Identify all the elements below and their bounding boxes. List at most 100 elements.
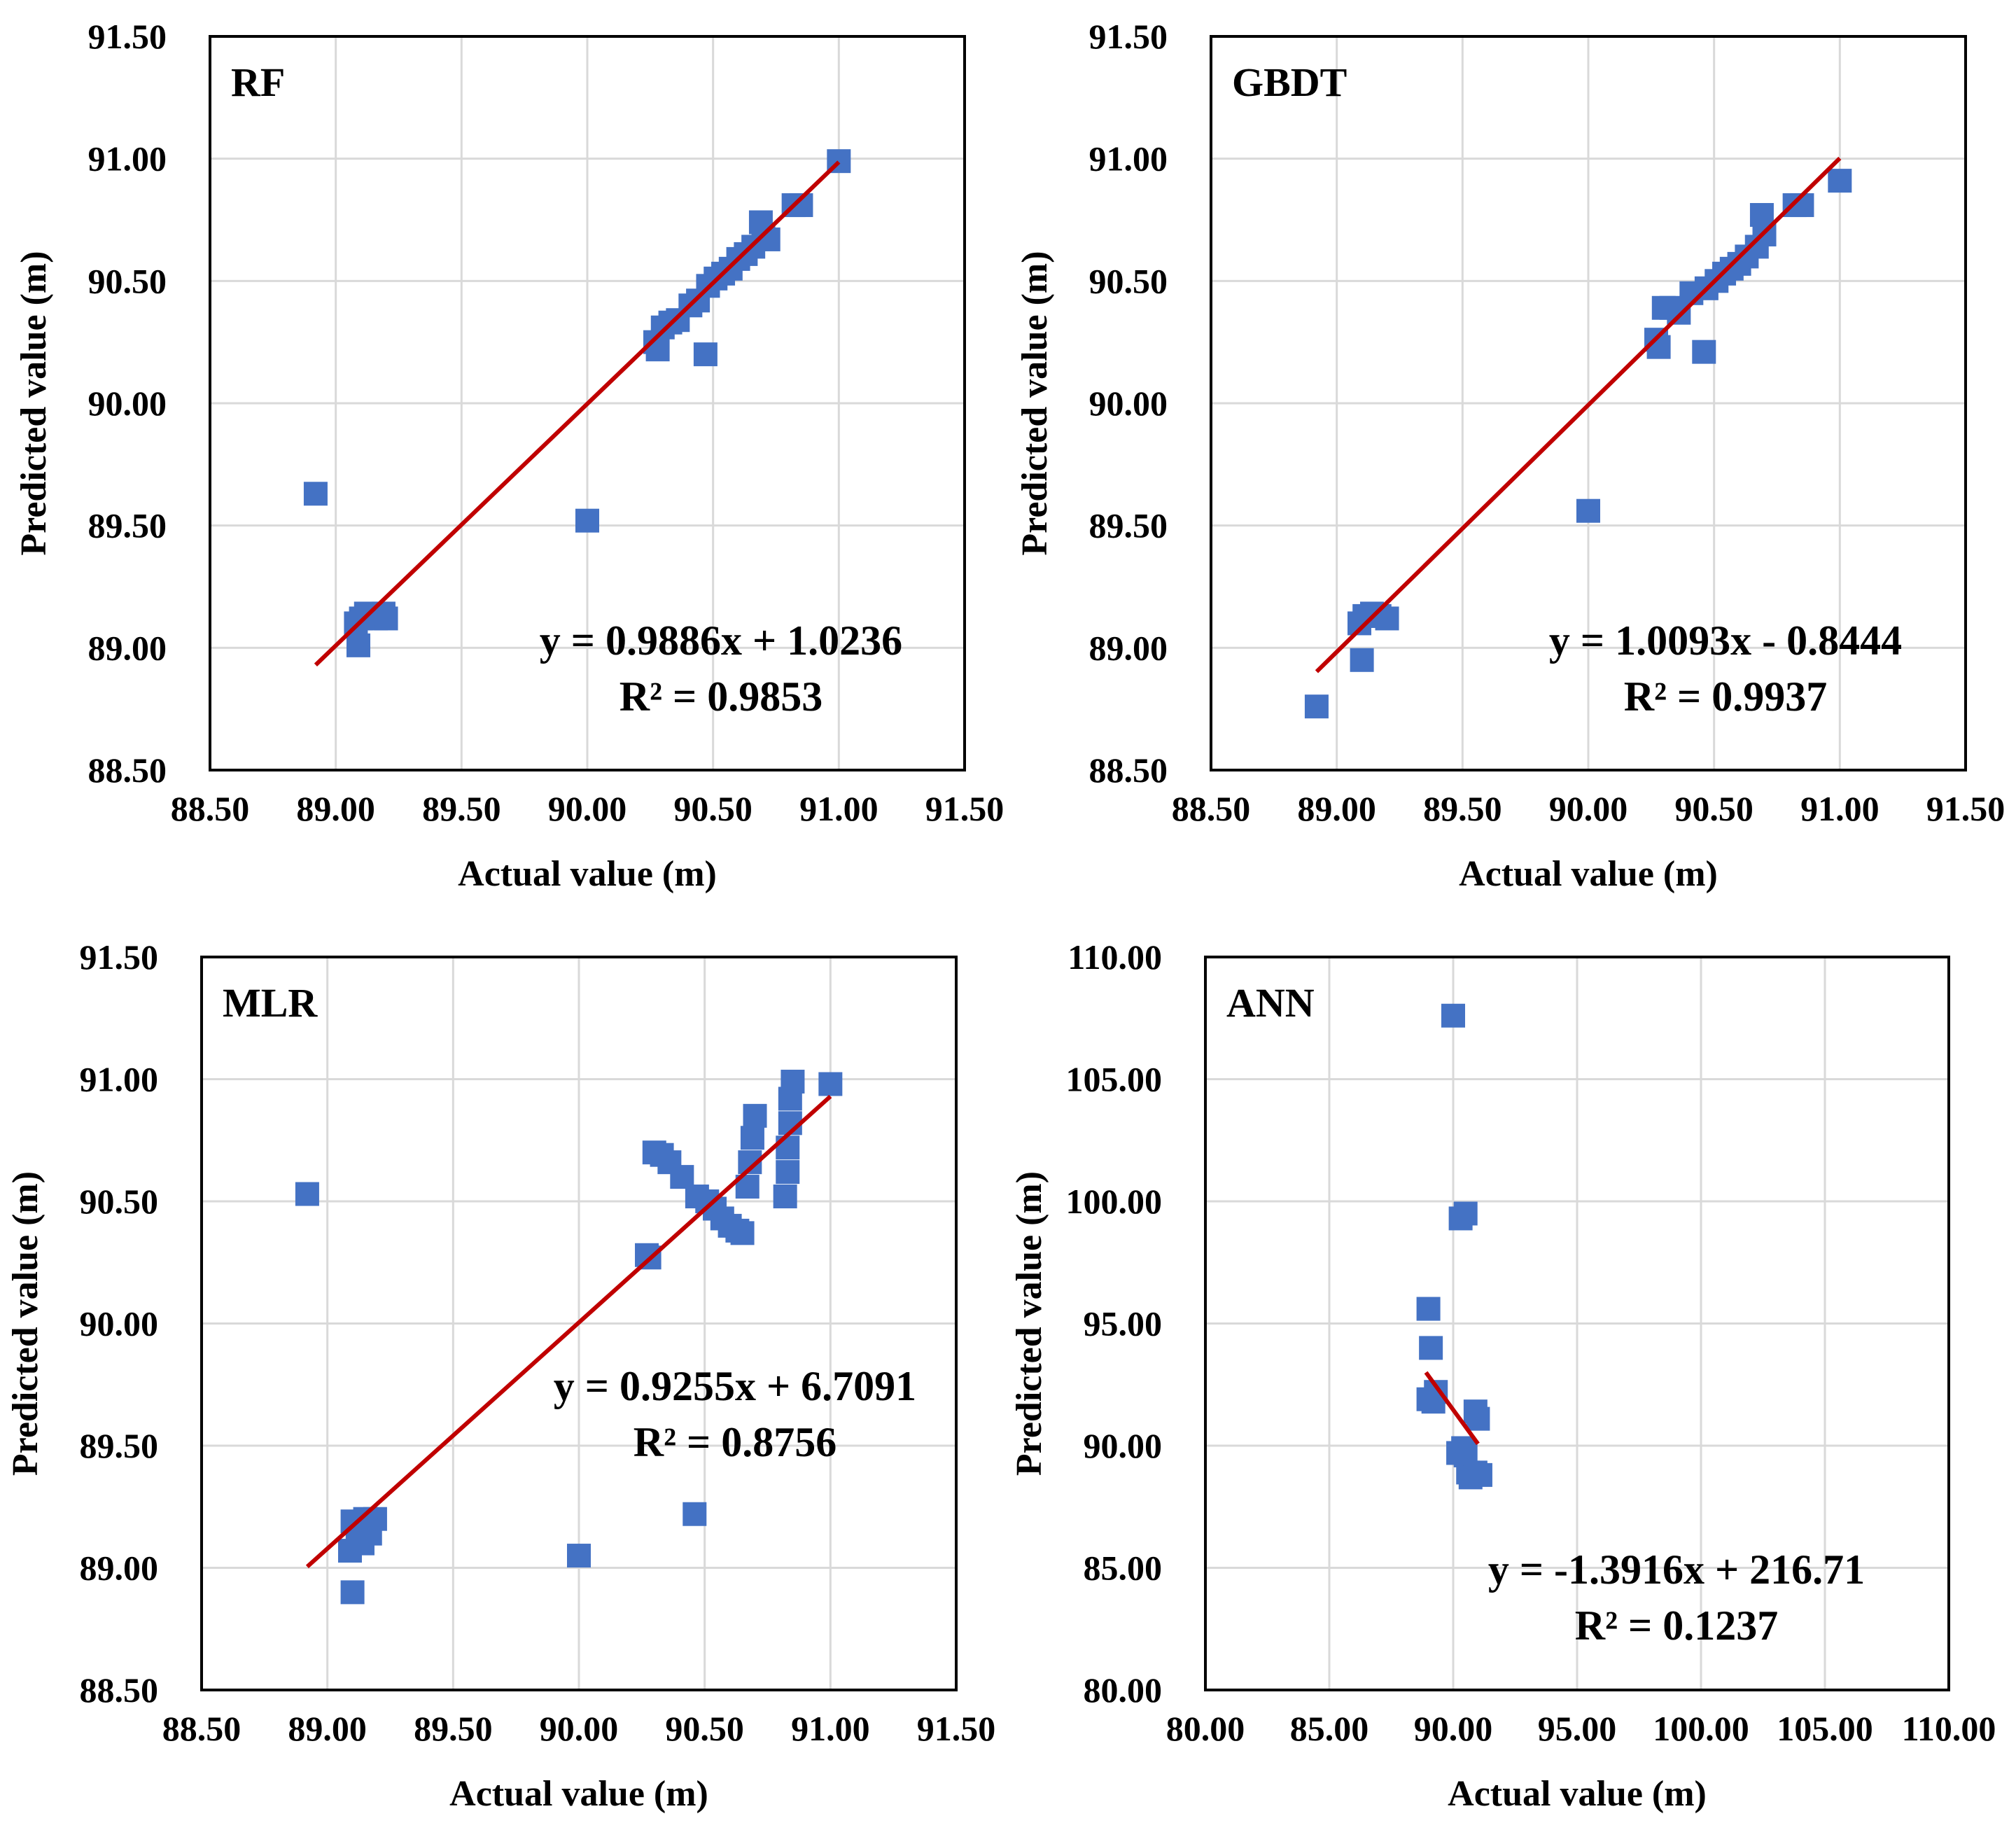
gbdt-x-tick-label: 89.50 (1423, 789, 1502, 828)
panel-gbdt: 88.50 89.00 89.50 90.00 90.50 91.00 91.50 88.50… (1015, 17, 2005, 894)
ann-y-tick-label: 100.00 (1066, 1182, 1163, 1221)
ann-data-point (1468, 1462, 1492, 1487)
gbdt-data-point (1828, 169, 1852, 193)
mlr-y-tick-label: 89.00 (80, 1549, 159, 1588)
mlr-trendline (305, 1094, 832, 1569)
ann-x-tick-label: 85.00 (1290, 1709, 1369, 1748)
ann-x-tick-label: 100.00 (1653, 1709, 1749, 1748)
rf-x-tick-label: 89.50 (422, 789, 501, 828)
mlr-plot-frame (200, 956, 958, 1691)
gbdt-x-tick-label: 90.00 (1549, 789, 1628, 828)
rf-y-tick-label: 88.50 (88, 750, 167, 790)
gbdt-y-tick-label: 90.50 (1089, 261, 1168, 300)
rf-plot-frame (209, 35, 966, 771)
gbdt-panel-title: GBDT (1232, 60, 1347, 105)
rf-x-tick-label: 89.00 (296, 789, 375, 828)
ann-data-point (1441, 1003, 1465, 1028)
ann-plot-frame (1204, 956, 1950, 1691)
rf-panel-title: RF (231, 60, 285, 105)
mlr-y-tick-label: 91.00 (80, 1060, 159, 1099)
mlr-trend-equation: y = 0.9255x + 6.7091 (554, 1363, 916, 1409)
gbdt-data-point (1576, 498, 1600, 523)
ann-data-point (1416, 1297, 1441, 1321)
rf-y-tick-label: 90.50 (88, 261, 167, 300)
ann-trend-equation: y = -1.3916x + 216.71 (1488, 1546, 1865, 1593)
ann-y-tick-label: 85.00 (1084, 1549, 1163, 1588)
ann-r-squared: R² = 0.1237 (1575, 1602, 1779, 1649)
mlr-x-tick-label: 89.00 (288, 1709, 367, 1748)
mlr-x-tick-label: 91.00 (791, 1709, 870, 1748)
gbdt-data-point (1692, 340, 1716, 364)
ann-trendline (1424, 1371, 1480, 1446)
rf-data-point (303, 482, 328, 506)
mlr-data-point (818, 1072, 843, 1096)
mlr-data-point (740, 1126, 764, 1150)
rf-r-squared: R² = 0.9853 (620, 673, 823, 720)
ann-y-axis-title: Predicted value (m) (1009, 1171, 1049, 1476)
gbdt-x-tick-label: 91.00 (1800, 789, 1879, 828)
gbdt-y-axis-title: Predicted value (m) (1015, 251, 1055, 555)
mlr-data-point (776, 1160, 800, 1185)
mlr-y-tick-label: 89.50 (80, 1426, 159, 1465)
gbdt-data-point (1646, 335, 1671, 359)
rf-y-axis-title: Predicted value (m) (14, 251, 54, 555)
mlr-data-point (730, 1221, 755, 1245)
ann-x-tick-label: 105.00 (1777, 1709, 1873, 1748)
mlr-data-point (682, 1502, 707, 1526)
rf-y-tick-label: 91.50 (88, 17, 167, 56)
mlr-x-tick-label: 90.00 (540, 1709, 619, 1748)
rf-y-tick-label: 91.00 (88, 139, 167, 179)
gbdt-x-tick-label: 91.50 (1926, 789, 2005, 828)
mlr-data-point (743, 1103, 767, 1128)
gbdt-trendline (1315, 156, 1842, 673)
mlr-data-point (295, 1182, 319, 1206)
rf-x-tick-label: 90.00 (548, 789, 627, 828)
mlr-r-squared: R² = 0.8756 (634, 1419, 837, 1465)
rf-data-point (693, 342, 718, 367)
ann-x-tick-label: 95.00 (1538, 1709, 1617, 1748)
ann-y-tick-label: 90.00 (1084, 1426, 1163, 1465)
rf-x-tick-label: 91.50 (925, 789, 1004, 828)
gbdt-y-tick-label: 91.50 (1089, 17, 1168, 56)
mlr-x-tick-label: 90.50 (665, 1709, 744, 1748)
rf-x-tick-label: 88.50 (171, 789, 250, 828)
ann-data-point (1466, 1406, 1490, 1431)
gbdt-y-tick-label: 89.50 (1089, 506, 1168, 545)
gbdt-x-tick-label: 88.50 (1172, 789, 1251, 828)
mlr-x-tick-label: 89.50 (414, 1709, 493, 1748)
mlr-x-tick-label: 91.50 (917, 1709, 996, 1748)
ann-panel-title: ANN (1226, 980, 1315, 1026)
panel-ann: 80.00 85.00 90.00 95.00 100.00 105.00 110.00 80… (1009, 937, 1996, 1814)
rf-data-point (645, 337, 670, 362)
gbdt-data-point (1350, 648, 1374, 672)
rf-y-tick-label: 90.00 (88, 384, 167, 423)
mlr-y-tick-label: 90.00 (80, 1304, 159, 1343)
mlr-data-point (773, 1185, 797, 1209)
mlr-data-point (340, 1580, 365, 1605)
rf-x-tick-label: 90.50 (673, 789, 752, 828)
rf-x-tick-label: 91.00 (799, 789, 878, 828)
gbdt-plot-frame (1210, 35, 1967, 771)
gbdt-r-squared: R² = 0.9937 (1624, 673, 1828, 720)
rf-trend-equation: y = 0.9886x + 1.0236 (540, 617, 902, 664)
rf-data-point (374, 606, 398, 631)
ann-y-tick-label: 105.00 (1066, 1060, 1163, 1099)
mlr-data-point (780, 1069, 805, 1094)
gbdt-trend-equation: y = 1.0093x - 0.8444 (1549, 617, 1902, 664)
ann-x-tick-label: 90.00 (1414, 1709, 1493, 1748)
ann-y-tick-label: 95.00 (1084, 1304, 1163, 1343)
ann-data-point (1453, 1201, 1478, 1226)
mlr-panel-title: MLR (223, 980, 318, 1026)
mlr-x-axis-title: Actual value (m) (449, 1774, 708, 1814)
gbdt-x-tick-label: 90.50 (1674, 789, 1754, 828)
mlr-data-point (567, 1544, 591, 1568)
ann-data-point (1419, 1336, 1443, 1360)
gbdt-x-axis-title: Actual value (m) (1459, 854, 1718, 894)
ann-y-tick-label: 80.00 (1084, 1670, 1163, 1710)
gbdt-y-tick-label: 88.50 (1089, 750, 1168, 790)
gbdt-data-point (1304, 694, 1329, 719)
mlr-x-tick-label: 88.50 (162, 1709, 241, 1748)
gbdt-y-tick-label: 89.00 (1089, 628, 1168, 667)
mlr-y-tick-label: 88.50 (80, 1670, 159, 1710)
